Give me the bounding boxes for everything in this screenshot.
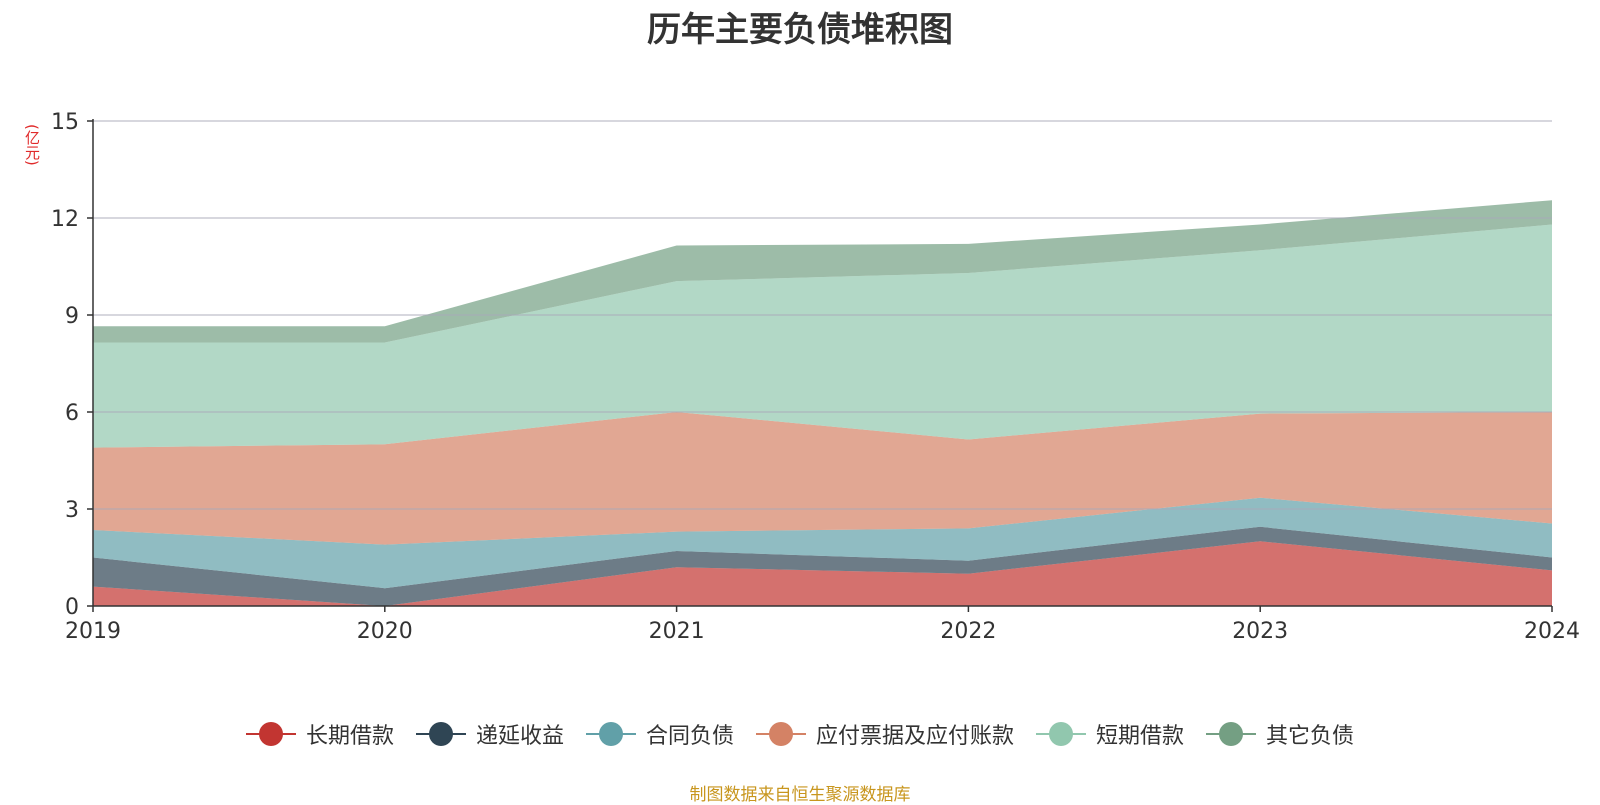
area-layers xyxy=(93,200,1552,606)
legend-marker-icon xyxy=(245,722,296,746)
area-series-5 xyxy=(93,224,1552,448)
legend-marker-icon xyxy=(756,722,806,746)
x-tick-label: 2023 xyxy=(1232,619,1288,644)
legend-marker-icon xyxy=(585,722,636,746)
legend-item-5[interactable]: 短期借款 xyxy=(1036,718,1184,750)
legend-marker-icon xyxy=(415,722,466,746)
legend-item-6[interactable]: 其它负债 xyxy=(1206,718,1354,750)
y-axis-unit-label: (亿元) xyxy=(23,124,41,166)
legend-label: 其它负债 xyxy=(1266,724,1355,749)
legend-item-1[interactable]: 长期借款 xyxy=(245,718,394,750)
area-series-1 xyxy=(93,541,1552,606)
area-series-3 xyxy=(93,497,1552,589)
legend-label: 长期借款 xyxy=(305,724,394,749)
chart-legend: 长期借款 递延收益 合同负债 应付票据及应付账款 短期借款 其它负债 xyxy=(0,718,1600,750)
legend-item-3[interactable]: 合同负债 xyxy=(585,718,734,750)
chart-title: 历年主要负债堆积图 xyxy=(647,10,953,50)
legend-marker-icon xyxy=(1206,722,1257,746)
x-tick-label: 2019 xyxy=(65,619,121,644)
y-tick-label: 6 xyxy=(65,401,79,426)
data-source-note: 制图数据来自恒生聚源数据库 xyxy=(689,785,911,805)
area-series-4 xyxy=(93,412,1552,545)
y-tick-label: 9 xyxy=(65,304,79,329)
legend-label: 合同负债 xyxy=(645,724,734,749)
y-tick-label: 15 xyxy=(51,110,79,135)
y-tick-label: 0 xyxy=(65,595,79,620)
legend-item-4[interactable]: 应付票据及应付账款 xyxy=(756,718,1014,750)
area-series-6 xyxy=(93,200,1552,343)
legend-label: 短期借款 xyxy=(1096,724,1185,749)
y-tick-label: 3 xyxy=(65,498,79,523)
x-tick-label: 2024 xyxy=(1524,619,1580,644)
legend-marker-icon xyxy=(1036,722,1087,746)
x-tick-label: 2021 xyxy=(649,619,705,644)
legend-label: 递延收益 xyxy=(475,724,564,749)
legend-label: 应付票据及应付账款 xyxy=(816,724,1015,749)
area-series-2 xyxy=(93,526,1552,606)
y-tick-label: 12 xyxy=(51,207,79,232)
x-tick-label: 2022 xyxy=(940,619,996,644)
x-tick-label: 2020 xyxy=(357,619,413,644)
legend-item-2[interactable]: 递延收益 xyxy=(415,718,564,750)
